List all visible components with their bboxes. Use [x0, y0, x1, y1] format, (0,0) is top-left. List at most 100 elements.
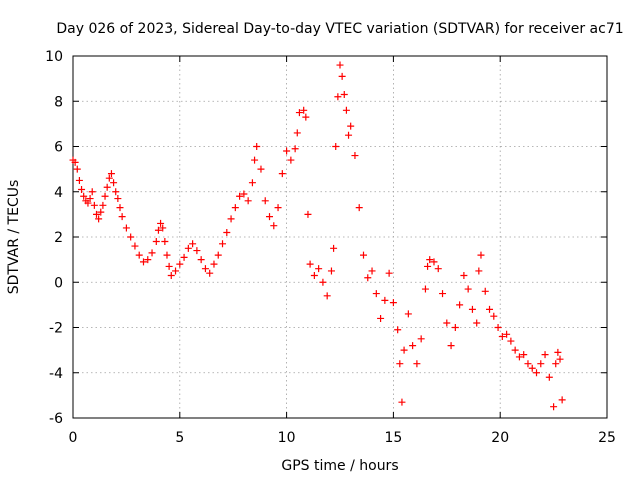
data-point — [167, 271, 175, 279]
data-point — [355, 204, 363, 212]
x-axis-label: GPS time / hours — [281, 458, 398, 474]
chart-title: Day 026 of 2023, Sidereal Day-to-day VTE… — [56, 21, 623, 37]
data-point — [400, 346, 408, 354]
data-point — [364, 274, 372, 282]
data-point — [315, 265, 323, 273]
data-point — [90, 201, 98, 209]
data-point — [359, 251, 367, 259]
data-point — [503, 330, 511, 338]
data-point — [340, 90, 348, 98]
y-tick-label: 4 — [54, 185, 63, 201]
data-point — [398, 398, 406, 406]
data-point — [511, 346, 519, 354]
data-point — [477, 251, 485, 259]
data-point — [165, 262, 173, 270]
data-point — [310, 271, 318, 279]
data-point — [214, 251, 222, 259]
data-point — [552, 360, 560, 368]
data-point — [473, 319, 481, 327]
data-point — [460, 271, 468, 279]
data-point — [95, 215, 103, 223]
data-point — [507, 337, 515, 345]
data-point — [541, 351, 549, 359]
data-point — [385, 269, 393, 277]
data-point — [240, 190, 248, 198]
data-point — [107, 170, 115, 178]
data-point — [558, 396, 566, 404]
data-point — [163, 251, 171, 259]
data-point — [443, 319, 451, 327]
data-point — [159, 224, 167, 232]
data-point — [481, 287, 489, 295]
data-point — [486, 305, 494, 313]
y-tick-label: -6 — [49, 411, 63, 427]
data-point — [266, 213, 274, 221]
data-point — [135, 251, 143, 259]
data-point — [528, 364, 536, 372]
data-point — [223, 228, 231, 236]
y-tick-label: 10 — [45, 49, 63, 65]
data-point — [295, 109, 303, 117]
data-point — [381, 296, 389, 304]
data-point — [323, 292, 331, 300]
data-point — [545, 373, 553, 381]
series-sdtvar — [69, 61, 566, 411]
data-point — [319, 278, 327, 286]
x-tick-label: 0 — [69, 430, 78, 446]
data-point — [302, 113, 310, 121]
data-point — [103, 183, 111, 191]
data-point — [394, 326, 402, 334]
data-point — [426, 256, 434, 264]
data-point — [73, 165, 81, 173]
data-point — [112, 188, 120, 196]
y-tick-label: 6 — [54, 140, 63, 156]
data-point — [556, 355, 564, 363]
x-tick-label: 10 — [278, 430, 296, 446]
data-point — [498, 333, 506, 341]
y-tick-label: 0 — [54, 275, 63, 291]
data-point — [372, 290, 380, 298]
x-tick-label: 25 — [598, 430, 616, 446]
data-point — [114, 195, 122, 203]
data-point — [396, 360, 404, 368]
data-point — [227, 215, 235, 223]
data-point — [524, 360, 532, 368]
data-point — [494, 324, 502, 331]
data-point — [180, 253, 188, 261]
data-point — [554, 348, 562, 356]
data-point — [189, 240, 197, 248]
data-point — [421, 285, 429, 293]
data-point — [172, 267, 180, 275]
data-point — [144, 256, 152, 264]
data-point — [434, 265, 442, 273]
data-point — [430, 258, 438, 266]
data-point — [439, 290, 447, 298]
data-point — [490, 312, 498, 320]
y-tick-label: 2 — [54, 230, 63, 246]
data-point — [283, 147, 291, 155]
data-point — [424, 262, 432, 270]
data-point — [270, 222, 278, 230]
data-point — [80, 192, 88, 200]
data-point — [154, 226, 162, 234]
data-point — [278, 170, 286, 178]
data-point — [409, 342, 417, 350]
data-point — [413, 360, 421, 368]
data-point — [105, 174, 113, 182]
data-point — [351, 152, 359, 160]
data-point — [338, 72, 346, 80]
data-point — [306, 260, 314, 268]
y-tick-label: 8 — [54, 94, 63, 110]
data-point — [468, 305, 476, 313]
data-point — [334, 93, 342, 101]
data-point — [86, 195, 94, 203]
data-point — [88, 188, 96, 196]
data-point — [244, 197, 252, 205]
data-point — [537, 360, 545, 368]
data-point — [274, 204, 282, 212]
x-tick-label: 5 — [175, 430, 184, 446]
y-tick-label: -2 — [49, 321, 63, 337]
data-point — [236, 192, 244, 200]
